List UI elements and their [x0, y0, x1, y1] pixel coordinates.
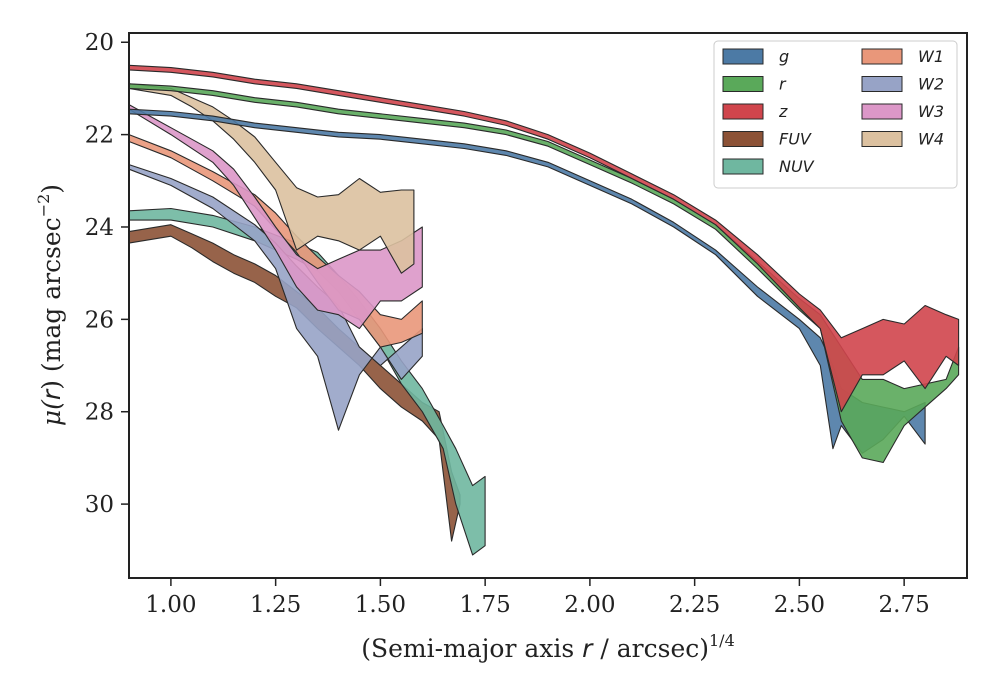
legend-swatch-w2 [861, 76, 903, 92]
y-tick-label: 30 [85, 492, 114, 518]
legend-label-nuv: NUV [779, 157, 815, 176]
legend-label-w1: W1 [918, 47, 944, 66]
legend-label-w4: W4 [918, 130, 944, 149]
x-tick-label: 2.75 [879, 592, 930, 618]
y-axis-label-rest: ) (mag arcsec [37, 217, 66, 390]
x-tick-label: 1.50 [355, 592, 406, 618]
legend-swatch-w3 [861, 103, 903, 120]
legend-label-g: g [779, 47, 789, 66]
x-tick-label: 1.00 [145, 592, 196, 618]
band-z [128, 64, 960, 413]
y-tick-label: 26 [85, 307, 114, 333]
legend-swatch-w4 [861, 131, 903, 147]
y-axis-label: μ(r) (mag arcsec−2) [34, 184, 66, 426]
plot-frame [128, 32, 968, 579]
legend-label-z: z [778, 102, 788, 121]
x-tick-label: 2.50 [774, 592, 825, 618]
x-axis-label-rest: / arcsec) [592, 634, 709, 663]
legend-swatch-fuv [722, 131, 764, 147]
legend-label-w3: W3 [918, 102, 944, 121]
legend-swatch-w1 [861, 48, 903, 65]
y-tick-label: 20 [85, 30, 114, 56]
legend-swatch-nuv [722, 158, 764, 175]
y-axis-label-var: r [37, 388, 66, 400]
x-axis-label-base: (Semi-major axis [361, 634, 582, 663]
x-axis-label: (Semi-major axis r / arcsec)1/4 [361, 631, 735, 663]
x-axis-label-exponent: 1/4 [709, 631, 735, 650]
legend-swatch-g [722, 48, 764, 65]
x-tick-label: 1.25 [250, 592, 301, 618]
legend-swatch-z [722, 103, 764, 120]
band-r [128, 83, 960, 464]
y-tick-label: 22 [85, 123, 114, 149]
x-tick-label: 1.75 [460, 592, 511, 618]
x-axis-label-var: r [582, 634, 594, 663]
x-axis-ticks: 1.00 1.25 1.50 1.75 2.00 2.25 2.50 2.75 [145, 578, 930, 618]
x-tick-label: 2.00 [564, 592, 615, 618]
legend-label-fuv: FUV [779, 130, 812, 149]
y-axis-label-end: ) [37, 184, 66, 194]
y-axis-label-base: μ( [37, 399, 66, 426]
legend: grz FUV NUV W1 W2 W3 W4 [713, 40, 958, 189]
y-axis-ticks: 20 22 24 26 28 30 [85, 30, 129, 518]
legend-label-w2: W2 [918, 75, 944, 94]
y-tick-label: 28 [85, 400, 114, 426]
band-w4 [128, 83, 415, 274]
y-tick-label: 24 [85, 215, 114, 241]
band-layer [128, 64, 960, 556]
band-w3 [128, 104, 423, 330]
x-tick-label: 2.25 [669, 592, 720, 618]
y-axis-label-exponent: −2 [34, 194, 53, 218]
legend-label-r: r [779, 75, 787, 94]
legend-swatch-r [722, 76, 764, 92]
